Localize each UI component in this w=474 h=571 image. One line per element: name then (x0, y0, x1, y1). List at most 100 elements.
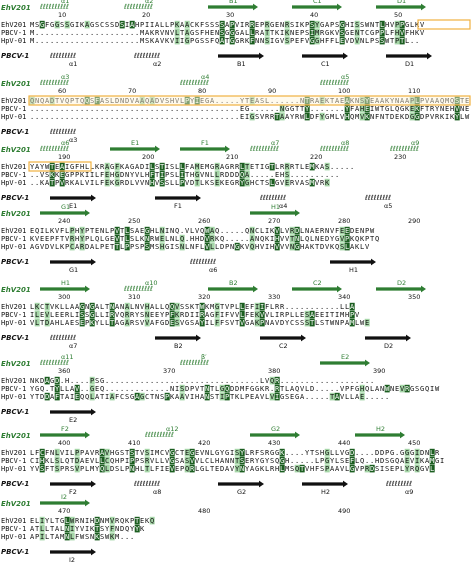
residue-char: G (215, 303, 219, 311)
residue-char: M (355, 113, 359, 121)
residue-char: F (60, 227, 64, 235)
conservation-shade (324, 456, 330, 465)
residue-char: . (320, 385, 324, 393)
residue-char: . (205, 113, 209, 121)
residue-char: T (180, 449, 185, 457)
conservation-shade (144, 310, 150, 319)
residue-char: E (245, 457, 249, 465)
conservation-shade (209, 242, 215, 251)
conservation-shade (94, 532, 100, 541)
residue-char: Q (80, 97, 84, 105)
residue-char: K (195, 21, 200, 29)
conservation-shade (139, 96, 145, 105)
residue-char: P (165, 311, 169, 319)
reference-label: EhV201 (1, 4, 31, 12)
residue-char: L (110, 97, 114, 105)
residue-char: V (150, 457, 155, 465)
conservation-shade (44, 376, 50, 385)
residue-char: E (160, 235, 164, 243)
residue-char: L (200, 179, 204, 187)
conservation-shade (364, 318, 370, 327)
residue-char: D (120, 525, 124, 533)
residue-char: P (85, 235, 89, 243)
residue-char: K (30, 235, 35, 243)
residue-char: S (120, 21, 124, 29)
residue-char: . (80, 37, 84, 45)
residue-char: T (185, 171, 190, 179)
residue-char: A (180, 457, 185, 465)
residue-char: A (285, 113, 290, 121)
residue-char: V (260, 243, 265, 251)
residue-char: L (280, 465, 284, 473)
residue-char: L (210, 243, 214, 251)
conservation-shade (349, 448, 355, 457)
residue-char: G (255, 465, 259, 473)
conservation-shade (174, 310, 180, 319)
residue-char: V (180, 319, 185, 327)
conservation-shade (149, 162, 155, 171)
residue-char: A (135, 163, 140, 171)
residue-char: A (300, 393, 305, 401)
conservation-shade (429, 464, 435, 473)
residue-char: S (385, 457, 389, 465)
residue-char: L (125, 227, 129, 235)
residue-number: 110 (408, 87, 420, 95)
residue-char: . (345, 377, 349, 385)
residue-char: . (230, 97, 234, 105)
residue-char: G (170, 449, 174, 457)
residue-char: L (335, 113, 339, 121)
residue-char: . (350, 377, 354, 385)
residue-char: M (310, 163, 314, 171)
conservation-shade (144, 234, 150, 243)
conservation-shade (229, 36, 235, 45)
conservation-shade (269, 392, 275, 401)
residue-char: A (220, 457, 225, 465)
residue-char: E (200, 97, 204, 105)
residue-char: A (350, 303, 355, 311)
residue-char: A (305, 243, 310, 251)
residue-char: Y (40, 163, 45, 171)
conservation-shade (104, 456, 110, 465)
residue-char: Q (40, 97, 44, 105)
residue-char: S (120, 449, 124, 457)
residue-number: 250 (128, 217, 140, 225)
conservation-shade (279, 448, 285, 457)
conservation-shade (134, 392, 140, 401)
residue-char: V (50, 303, 55, 311)
residue-char: T (145, 465, 150, 473)
residue-char: C (175, 449, 179, 457)
residue-char: F (45, 465, 49, 473)
conservation-shade (454, 104, 460, 113)
residue-char: G (50, 377, 54, 385)
conservation-shade (219, 384, 225, 393)
residue-char: L (105, 319, 109, 327)
residue-char: Y (305, 449, 310, 457)
conservation-shade (169, 318, 175, 327)
residue-char: I (180, 37, 184, 45)
residue-char: Q (360, 457, 364, 465)
ss-label-bottom: α4 (279, 202, 287, 210)
residue-char: S (360, 97, 364, 105)
residue-char: F (245, 385, 249, 393)
residue-char: N (65, 533, 69, 541)
conservation-shade (194, 162, 200, 171)
residue-char: . (315, 377, 319, 385)
residue-char: T (55, 97, 60, 105)
bottom-structure-label: PBCV-1 (1, 548, 29, 556)
residue-char: Y (255, 457, 260, 465)
residue-char: V (175, 97, 180, 105)
conservation-shade (239, 170, 245, 179)
residue-char: S (305, 311, 309, 319)
residue-char: D (310, 113, 314, 121)
residue-char: L (65, 517, 69, 525)
ss-label-bottom: α5 (384, 202, 392, 210)
conservation-shade (159, 170, 165, 179)
residue-char: S (355, 21, 359, 29)
helix-coil-mark: ℓℓℓℓℓℓℓℓℓℓ (319, 145, 349, 153)
residue-char: A (325, 21, 330, 29)
residue-char: V (35, 465, 40, 473)
residue-char: . (295, 97, 299, 105)
residue-char: F (155, 319, 159, 327)
residue-char: S (265, 37, 269, 45)
residue-char: D (235, 171, 239, 179)
